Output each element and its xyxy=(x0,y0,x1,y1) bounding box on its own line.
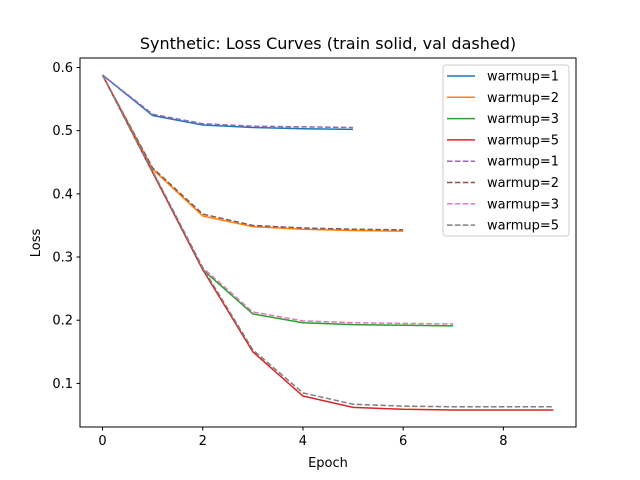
x-axis-ticks: 0 2 4 6 8 xyxy=(98,427,507,449)
plot-lines xyxy=(101,74,554,411)
legend-box xyxy=(442,64,570,237)
series-line-dashed-warmup-1 xyxy=(102,74,354,129)
x-axis-label: Epoch xyxy=(308,456,348,471)
y-tick-label: 0.6 xyxy=(52,61,73,76)
chart-title: Synthetic: Loss Curves (train solid, val… xyxy=(140,34,516,53)
series-line-dashed-warmup-5 xyxy=(101,74,554,408)
x-tick-label: 6 xyxy=(399,434,407,449)
legend-label: warmup=1 xyxy=(487,70,559,85)
y-axis-label: Loss xyxy=(29,229,44,258)
legend-label: warmup=5 xyxy=(487,219,559,234)
x-tick-label: 0 xyxy=(98,434,106,449)
x-tick-label: 8 xyxy=(499,434,507,449)
series-line-solid-warmup-1 xyxy=(102,74,354,131)
y-tick-label: 0.3 xyxy=(52,251,73,266)
legend-entries: warmup=1 warmup=2 warmup=3 warmup=5 warmup=1… xyxy=(447,70,559,234)
legend-label: warmup=1 xyxy=(487,155,559,170)
series-line-solid-warmup-2 xyxy=(101,74,404,232)
series-line-solid-warmup-5 xyxy=(101,74,554,411)
legend-label: warmup=3 xyxy=(487,112,559,127)
legend: warmup=1 warmup=2 warmup=3 warmup=5 warmup=1… xyxy=(442,64,570,237)
legend-label: warmup=5 xyxy=(487,133,559,148)
y-tick-label: 0.1 xyxy=(52,377,73,392)
y-tick-label: 0.4 xyxy=(52,187,73,202)
y-tick-label: 0.5 xyxy=(52,124,73,139)
plot-frame xyxy=(79,57,577,428)
series-line-dashed-warmup-2 xyxy=(101,74,404,231)
legend-label: warmup=2 xyxy=(487,91,559,106)
y-tick-label: 0.2 xyxy=(52,314,73,329)
x-tick-label: 4 xyxy=(299,434,307,449)
legend-label: warmup=3 xyxy=(487,197,559,212)
x-tick-label: 2 xyxy=(199,434,207,449)
legend-label: warmup=2 xyxy=(487,176,559,191)
y-axis-ticks: 0.1 0.2 0.3 0.4 0.5 0.6 xyxy=(52,61,80,392)
